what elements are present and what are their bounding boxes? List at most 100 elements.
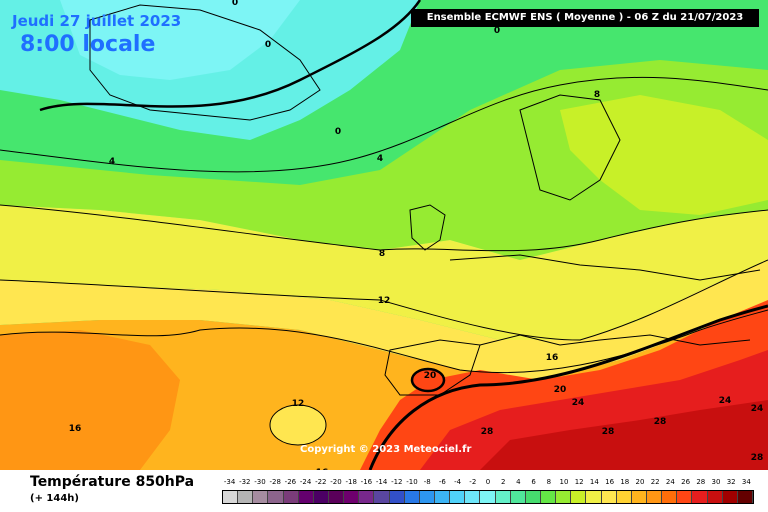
legend-tick-label: 22 — [650, 478, 660, 486]
hot-region-atlantic — [0, 330, 180, 470]
legend-swatch — [268, 491, 284, 503]
legend-tick-label: 0 — [485, 478, 491, 486]
legend-tick-label: 24 — [665, 478, 675, 486]
legend-swatch — [328, 491, 345, 503]
legend-swatch — [631, 491, 647, 503]
legend-swatch — [556, 491, 572, 503]
legend-swatch — [480, 491, 496, 503]
legend-swatch — [495, 491, 511, 503]
extreme-hot-core — [480, 400, 768, 470]
legend-swatch — [313, 491, 329, 503]
contour-label: 28 — [654, 417, 667, 427]
contour-label: 24 — [572, 398, 585, 408]
british-isles-coast — [409, 204, 446, 251]
legend-tick-label: 20 — [635, 478, 645, 486]
legend-tick-label: -20 — [330, 478, 342, 486]
legend-tick-label: 8 — [546, 478, 552, 486]
legend-swatch — [404, 491, 420, 503]
contour-label: 12 — [378, 296, 391, 306]
legend-swatch — [465, 491, 481, 503]
legend-swatch — [586, 491, 602, 503]
model-run-info: Ensemble ECMWF ENS ( Moyenne ) - 06 Z du… — [411, 9, 759, 27]
legend-swatch — [298, 491, 314, 503]
legend-swatch — [571, 491, 587, 503]
legend-swatch — [253, 491, 269, 503]
legend-swatch — [344, 491, 360, 503]
legend-tick-label: -22 — [315, 478, 327, 486]
forecast-date: Jeudi 27 juillet 2023 — [12, 12, 182, 30]
legend-swatch — [662, 491, 678, 503]
isotherm-12 — [0, 259, 768, 341]
legend-tick-label: -10 — [406, 478, 418, 486]
iberia-coast — [384, 339, 481, 396]
legend-tick-label: -28 — [269, 478, 281, 486]
forecast-time: 8:00 locale — [20, 32, 156, 57]
legend-tick-label: -16 — [360, 478, 373, 486]
isotherm-8 — [0, 204, 768, 252]
legend-tick-label: -8 — [423, 478, 431, 486]
legend-swatch — [540, 491, 557, 503]
legend-labels: -34 -32 -30 -28 -26 -24 -22 -20 -18 -16 -14 -12 -10-… — [222, 478, 754, 488]
legend-tick-label: 28 — [696, 478, 706, 486]
legend-tick-label: -30 — [254, 478, 266, 486]
legend-tick-label: -14 — [375, 478, 388, 486]
legend-swatch — [389, 491, 405, 503]
cool-island — [270, 405, 326, 445]
greenland-coast — [89, 4, 321, 121]
legend-swatch — [737, 491, 753, 503]
contour-label: 16 — [546, 353, 559, 363]
legend-swatch — [374, 491, 390, 503]
legend-swatch — [434, 491, 451, 503]
color-scale-bar — [222, 490, 754, 504]
legend-tick-label: 30 — [711, 478, 721, 486]
isotherm-4 — [0, 76, 768, 173]
legend-tick-label: 16 — [605, 478, 615, 486]
contour-label: 20 — [424, 371, 437, 381]
legend-swatch — [616, 491, 632, 503]
isotherm-0 — [39, 0, 422, 112]
contour-label: 0 — [494, 26, 500, 36]
contour-label: 24 — [751, 404, 764, 414]
legend-tick-label: 32 — [726, 478, 736, 486]
contour-label: 20 — [554, 385, 567, 395]
legend-swatch — [677, 491, 693, 503]
contour-label: 4 — [377, 154, 383, 164]
copyright-notice: Copyright © 2023 Meteociel.fr — [300, 444, 472, 455]
legend-tick-label: 34 — [741, 478, 751, 486]
legend-swatch — [283, 491, 299, 503]
contour-label: 28 — [751, 453, 764, 463]
legend-swatch — [359, 491, 375, 503]
legend-swatch — [419, 491, 435, 503]
legend-tick-label: 2 — [500, 478, 506, 486]
contour-label: 8 — [594, 90, 600, 100]
legend-swatch — [238, 491, 254, 503]
legend-swatch — [223, 491, 239, 503]
contour-label: 0 — [265, 40, 271, 50]
legend-tick-label: -6 — [438, 478, 446, 486]
contour-label: 12 — [292, 399, 305, 409]
legend-tick-label: 4 — [516, 478, 521, 486]
legend-tick-label: 6 — [531, 478, 536, 486]
isotherm-12-closed — [269, 404, 327, 446]
legend-swatch — [601, 491, 617, 503]
legend-swatch — [510, 491, 526, 503]
legend-tick-label: 14 — [589, 478, 599, 486]
isotherm-16 — [0, 309, 768, 374]
legend-tick-label: -34 — [223, 478, 236, 486]
contour-label: 28 — [481, 427, 494, 437]
continent-coast — [449, 254, 761, 281]
contour-label: 8 — [379, 249, 385, 259]
legend-tick-label: -4 — [454, 478, 462, 486]
legend-swatch — [525, 491, 541, 503]
legend-swatch — [707, 491, 723, 503]
legend-tick-label: -18 — [345, 478, 357, 486]
contour-label: 0 — [335, 127, 341, 137]
contour-label: 4 — [109, 157, 115, 167]
warm-band-yellow — [0, 205, 768, 340]
contour-label: 16 — [69, 424, 82, 434]
field-title: Température 850hPa — [30, 474, 195, 490]
lead-time: (+ 144h) — [30, 493, 79, 504]
legend-swatch — [722, 491, 738, 503]
